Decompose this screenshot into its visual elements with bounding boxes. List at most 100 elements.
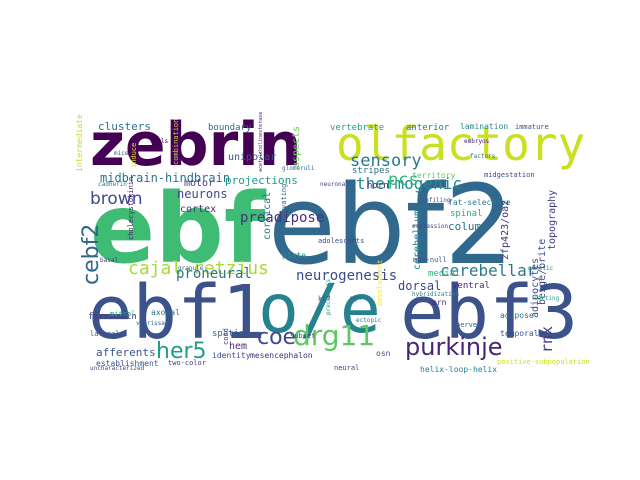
word: adipocytes <box>530 258 541 318</box>
word: uncharacterized <box>90 365 145 372</box>
word: subset <box>290 332 315 340</box>
word: ebf <box>90 173 267 285</box>
word: dorsal <box>398 279 441 293</box>
word: lamination <box>460 122 508 131</box>
word: zfp423/oaz <box>500 200 511 260</box>
word: plate <box>282 251 306 260</box>
word: glomeruli <box>282 165 315 172</box>
word: spatial <box>212 329 250 339</box>
word: intermediate <box>75 114 84 172</box>
word: mice <box>114 150 129 157</box>
word: medial <box>428 269 461 279</box>
word: precursors <box>325 278 332 315</box>
word: forebrain <box>88 312 137 322</box>
word: pcs <box>388 170 419 190</box>
word: column <box>448 220 488 233</box>
word: fat-selective <box>448 198 511 207</box>
word: cholecystokinin <box>127 177 135 240</box>
word: granule <box>178 265 204 272</box>
word: kl7 <box>318 295 331 303</box>
word: topography <box>547 190 558 250</box>
word: beige/brite <box>537 239 548 305</box>
word: osn <box>376 349 391 358</box>
word: ebf2 <box>268 161 514 289</box>
word: midbrain-hindbrain <box>100 171 230 185</box>
word: vibrissae <box>136 320 169 327</box>
word: immature <box>515 123 549 131</box>
word: brown <box>90 189 143 209</box>
word: clusters <box>98 120 151 133</box>
word: temporal <box>500 329 539 338</box>
word: basal <box>100 257 118 264</box>
word: thermogenic <box>356 174 462 193</box>
word: motor <box>184 178 214 189</box>
word: cajal-retzius <box>128 258 269 279</box>
word: profiling <box>418 197 451 204</box>
word: cerebellar <box>440 261 537 280</box>
word: establishment <box>96 359 159 368</box>
word: horn <box>367 181 389 191</box>
word: zebrin <box>90 110 301 180</box>
word: afferents <box>96 346 156 359</box>
word: identity <box>212 351 251 360</box>
word: ectopic <box>356 317 382 324</box>
word: unipolar <box>228 152 276 163</box>
word: lateral <box>90 330 120 338</box>
word: boundary <box>208 123 252 133</box>
word: olfactory <box>336 117 585 171</box>
word: ventral <box>452 281 490 291</box>
word: cord <box>222 328 230 345</box>
word: axonal <box>151 308 180 317</box>
word: innervating <box>280 184 288 230</box>
word: combination <box>172 119 180 165</box>
word: development <box>376 260 384 306</box>
word: neuronal <box>320 181 349 188</box>
cloud-background <box>72 118 569 363</box>
word: cortical <box>262 192 273 240</box>
word: sensory <box>350 151 422 171</box>
word: cadherin <box>98 181 127 188</box>
word: projections <box>225 174 298 187</box>
word: rnx <box>538 326 556 353</box>
word: hem <box>229 341 247 352</box>
word: neurogenesis <box>296 268 397 284</box>
word: neural <box>334 364 359 372</box>
word: expression <box>412 223 449 230</box>
word: positive-subpopulation <box>497 358 590 366</box>
word: genetic <box>528 265 554 272</box>
word: cortex <box>180 204 216 215</box>
word: embryos <box>464 138 490 145</box>
word: mgn-null <box>413 256 447 264</box>
word: hybridization <box>412 291 459 298</box>
word: mgn <box>350 295 361 302</box>
word: aspects <box>291 126 302 168</box>
word: helix-loop-helix <box>420 365 497 374</box>
word: stripes <box>352 166 390 176</box>
word: spinal <box>450 209 483 219</box>
word: preadipose <box>240 210 324 226</box>
word: cebf2 <box>79 224 104 285</box>
word: two-color <box>168 359 206 367</box>
word: cerebellum <box>412 210 423 270</box>
word: neurons <box>177 187 228 201</box>
word: adolescents <box>318 237 364 245</box>
word: acetylcholinesterase <box>258 112 264 172</box>
word: territory <box>412 171 456 180</box>
word: proneural <box>176 266 252 282</box>
word: adipose <box>500 311 534 320</box>
word: orn <box>432 298 447 307</box>
word: o/e <box>258 270 381 349</box>
word: nerve <box>456 321 477 329</box>
word: mitral <box>110 310 135 318</box>
word: ebf3 <box>400 270 578 356</box>
word: vertebrate <box>330 123 384 133</box>
word: purkinje <box>405 333 503 361</box>
word: midgestation <box>484 171 535 179</box>
word: factors <box>470 153 496 160</box>
word: sorting <box>534 295 560 302</box>
word: her5 <box>156 339 207 364</box>
word: coe <box>257 325 296 350</box>
word: anterior <box>406 123 450 133</box>
word: ebf1 <box>88 270 266 356</box>
